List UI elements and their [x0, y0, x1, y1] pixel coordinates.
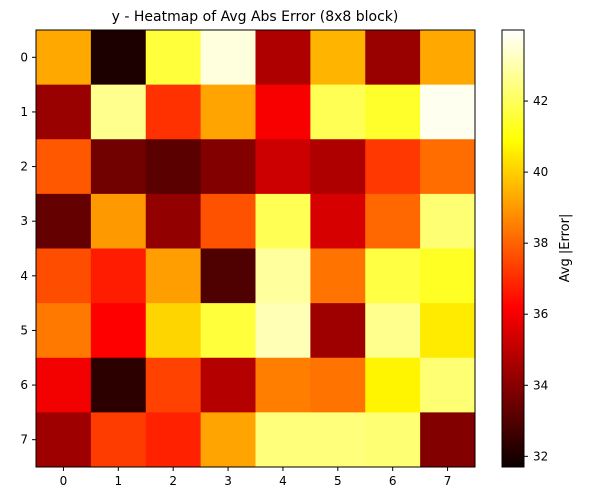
heatmap-cell	[145, 303, 202, 359]
heatmap-cell	[200, 30, 257, 86]
heatmap-cell	[420, 193, 476, 250]
heatmap-cell	[90, 30, 147, 86]
y-tick-label: 0	[20, 50, 28, 64]
y-axis: 0 1 2 3 4 5 6 7	[20, 50, 36, 447]
heatmap-cell	[145, 248, 202, 304]
heatmap-cell	[255, 193, 311, 250]
heatmap-cell	[145, 193, 202, 250]
heatmap-cell	[90, 84, 147, 140]
heatmap-cell	[90, 412, 147, 468]
heatmap-cell	[420, 30, 476, 86]
heatmap-cell	[310, 84, 366, 140]
heatmap-cell	[365, 139, 421, 195]
heatmap-cell	[420, 303, 476, 359]
x-tick-label: 7	[444, 474, 452, 488]
heatmap-cell	[420, 412, 476, 468]
colorbar	[501, 29, 525, 468]
x-tick-label: 0	[60, 474, 68, 488]
heatmap-cell	[145, 30, 202, 86]
colorbar-tick-label: 40	[533, 165, 548, 179]
x-tick-label: 2	[169, 474, 177, 488]
heatmap-cell	[145, 84, 202, 140]
heatmap-cell	[200, 248, 257, 304]
heatmap-cell	[200, 303, 257, 359]
x-tick-label: 6	[389, 474, 397, 488]
heatmap-cell	[200, 412, 257, 468]
heatmap-cell	[255, 412, 311, 468]
heatmap-cell	[36, 357, 92, 413]
x-tick-label: 5	[334, 474, 342, 488]
colorbar-label: Avg |Error|	[558, 214, 573, 283]
heatmap-cell	[90, 139, 147, 195]
y-tick-label: 5	[20, 323, 28, 337]
heatmap-cell	[200, 193, 257, 250]
heatmap-cell	[200, 84, 257, 140]
heatmap-cell	[145, 139, 202, 195]
colorbar-ticks: 32 34 36 38 40 42	[524, 94, 548, 463]
colorbar-tick-label: 36	[533, 307, 548, 321]
heatmap-cell	[255, 357, 311, 413]
heatmap-cell	[36, 30, 92, 86]
x-axis: 0 1 2 3 4 5 6 7	[60, 467, 452, 488]
heatmap-cell	[200, 357, 257, 413]
x-tick-label: 3	[224, 474, 232, 488]
heatmap-cell	[90, 248, 147, 304]
plot-frame	[35, 29, 476, 468]
heatmap-cell	[365, 412, 421, 468]
heatmap-cell	[365, 248, 421, 304]
y-tick-label: 2	[20, 160, 28, 174]
heatmap-cell	[420, 248, 476, 304]
heatmap-cell	[310, 303, 366, 359]
x-tick-label: 1	[114, 474, 122, 488]
heatmap-cell	[310, 139, 366, 195]
colorbar-tick-label: 38	[533, 236, 548, 250]
heatmap-cell	[36, 412, 92, 468]
y-tick-label: 1	[20, 105, 28, 119]
heatmap-cell	[310, 357, 366, 413]
heatmap-cell	[90, 193, 147, 250]
heatmap-cell	[420, 84, 476, 140]
heatmap-cell	[36, 193, 92, 250]
heatmap-cell	[90, 357, 147, 413]
heatmap-cells	[36, 30, 476, 468]
heatmap-cell	[200, 139, 257, 195]
heatmap-cell	[420, 357, 476, 413]
x-tick-label: 4	[279, 474, 287, 488]
heatmap-cell	[255, 139, 311, 195]
heatmap-cell	[310, 30, 366, 86]
y-tick-label: 3	[20, 214, 28, 228]
heatmap-cell	[255, 84, 311, 140]
heatmap-cell	[365, 84, 421, 140]
heatmap-cell	[36, 248, 92, 304]
heatmap-cell	[310, 248, 366, 304]
heatmap-cell	[365, 303, 421, 359]
heatmap-cell	[145, 357, 202, 413]
heatmap-cell	[36, 303, 92, 359]
heatmap-cell	[36, 84, 92, 140]
heatmap-cell	[255, 303, 311, 359]
chart-title: y - Heatmap of Avg Abs Error (8x8 block)	[112, 9, 399, 25]
heatmap-cell	[365, 193, 421, 250]
heatmap-cell	[90, 303, 147, 359]
colorbar-tick-label: 34	[533, 378, 548, 392]
heatmap-cell	[310, 412, 366, 468]
heatmap-cell	[365, 30, 421, 86]
colorbar-tick-label: 42	[533, 94, 548, 108]
heatmap-cell	[145, 412, 202, 468]
heatmap-cell	[365, 357, 421, 413]
y-tick-label: 4	[20, 269, 28, 283]
heatmap-cell	[420, 139, 476, 195]
heatmap-cell	[255, 30, 311, 86]
heatmap-cell	[310, 193, 366, 250]
y-tick-label: 6	[20, 378, 28, 392]
colorbar-tick-label: 32	[533, 449, 548, 463]
y-tick-label: 7	[20, 433, 28, 447]
heatmap-cell	[36, 139, 92, 195]
heatmap-cell	[255, 248, 311, 304]
